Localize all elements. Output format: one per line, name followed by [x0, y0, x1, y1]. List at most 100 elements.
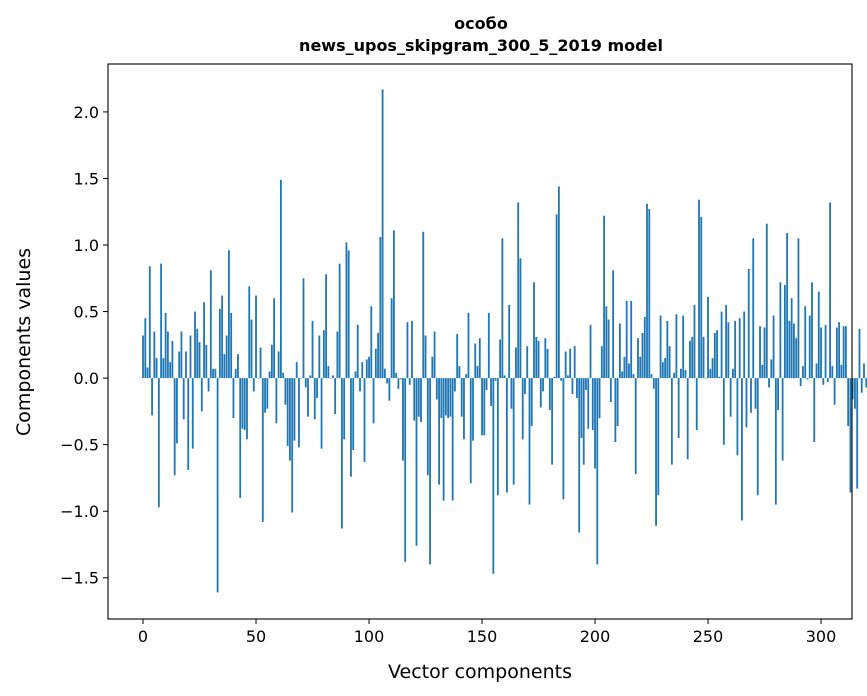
bar [248, 286, 251, 379]
bar [808, 315, 811, 379]
bar [169, 362, 172, 379]
bar [630, 300, 633, 379]
bar [772, 315, 775, 379]
bar [664, 358, 666, 379]
bar [824, 324, 827, 379]
bar [526, 346, 529, 379]
bar [542, 378, 544, 392]
bar [377, 332, 379, 379]
bar [858, 328, 861, 379]
bar [840, 364, 843, 379]
bar [350, 378, 352, 477]
bar [331, 375, 334, 379]
bar [329, 378, 332, 379]
bar [702, 336, 705, 379]
bar [438, 378, 440, 485]
bar [578, 378, 581, 533]
bar [833, 378, 836, 405]
bar [589, 324, 592, 379]
bar [144, 318, 147, 379]
bar [788, 320, 791, 379]
bar [643, 316, 646, 379]
bar [759, 326, 761, 379]
bar [307, 378, 309, 417]
bar [761, 364, 764, 379]
x-tick-label: 300 [806, 627, 837, 646]
bar [673, 372, 676, 379]
bar [311, 320, 314, 379]
y-tick-label: −0.5 [60, 436, 99, 455]
bar [517, 202, 520, 379]
bar [148, 266, 151, 379]
bar [700, 217, 703, 379]
bar [275, 378, 278, 424]
bar [476, 366, 479, 379]
y-tick-label: −1.5 [60, 569, 99, 588]
bar [750, 378, 752, 413]
bar [813, 378, 816, 442]
bar [302, 278, 305, 379]
bar [838, 322, 841, 379]
bar [609, 378, 612, 403]
bar [424, 335, 427, 379]
y-tick-label: 0.5 [74, 303, 99, 322]
bar [284, 378, 287, 405]
bar [494, 378, 497, 381]
bar [313, 378, 316, 420]
bar [551, 378, 553, 465]
bar [282, 372, 285, 379]
bar [151, 378, 153, 416]
bar [182, 378, 185, 420]
bar [277, 351, 280, 379]
bar [454, 378, 456, 392]
bar [530, 378, 533, 427]
bar [243, 378, 246, 431]
bar [218, 308, 221, 379]
bar [203, 302, 205, 379]
bar [856, 378, 859, 489]
bar [429, 378, 431, 565]
bar [628, 363, 630, 379]
bar [763, 327, 766, 379]
bar [849, 378, 852, 493]
bar [155, 358, 158, 379]
bar [842, 326, 845, 379]
bar [806, 378, 809, 380]
bar [392, 230, 395, 379]
bar [743, 311, 746, 379]
bar [670, 378, 673, 465]
bar [189, 335, 192, 379]
bar [811, 282, 813, 379]
bar [268, 371, 271, 379]
bar [854, 378, 856, 409]
bar [381, 89, 384, 379]
bar [535, 336, 538, 379]
bar [295, 362, 298, 379]
bar [652, 378, 655, 389]
bar [304, 378, 307, 388]
bar [334, 378, 337, 415]
chart-title: особо [454, 14, 508, 33]
bar [463, 378, 465, 440]
bar [634, 378, 637, 474]
bar [605, 306, 608, 379]
bar [460, 378, 463, 417]
bar [171, 340, 174, 379]
bar [241, 378, 244, 429]
bar [478, 338, 481, 379]
bar [273, 298, 276, 379]
bar [835, 327, 838, 379]
bar [745, 378, 748, 428]
bar [625, 300, 628, 379]
bar [524, 378, 526, 395]
bar [223, 354, 226, 379]
bar [291, 378, 294, 513]
bar [689, 340, 691, 379]
bar [234, 368, 237, 379]
bar [623, 356, 626, 379]
bar [707, 296, 709, 379]
bar [560, 378, 563, 381]
bar [341, 378, 343, 529]
y-tick-label: 2.0 [74, 103, 99, 122]
bar [822, 378, 825, 385]
